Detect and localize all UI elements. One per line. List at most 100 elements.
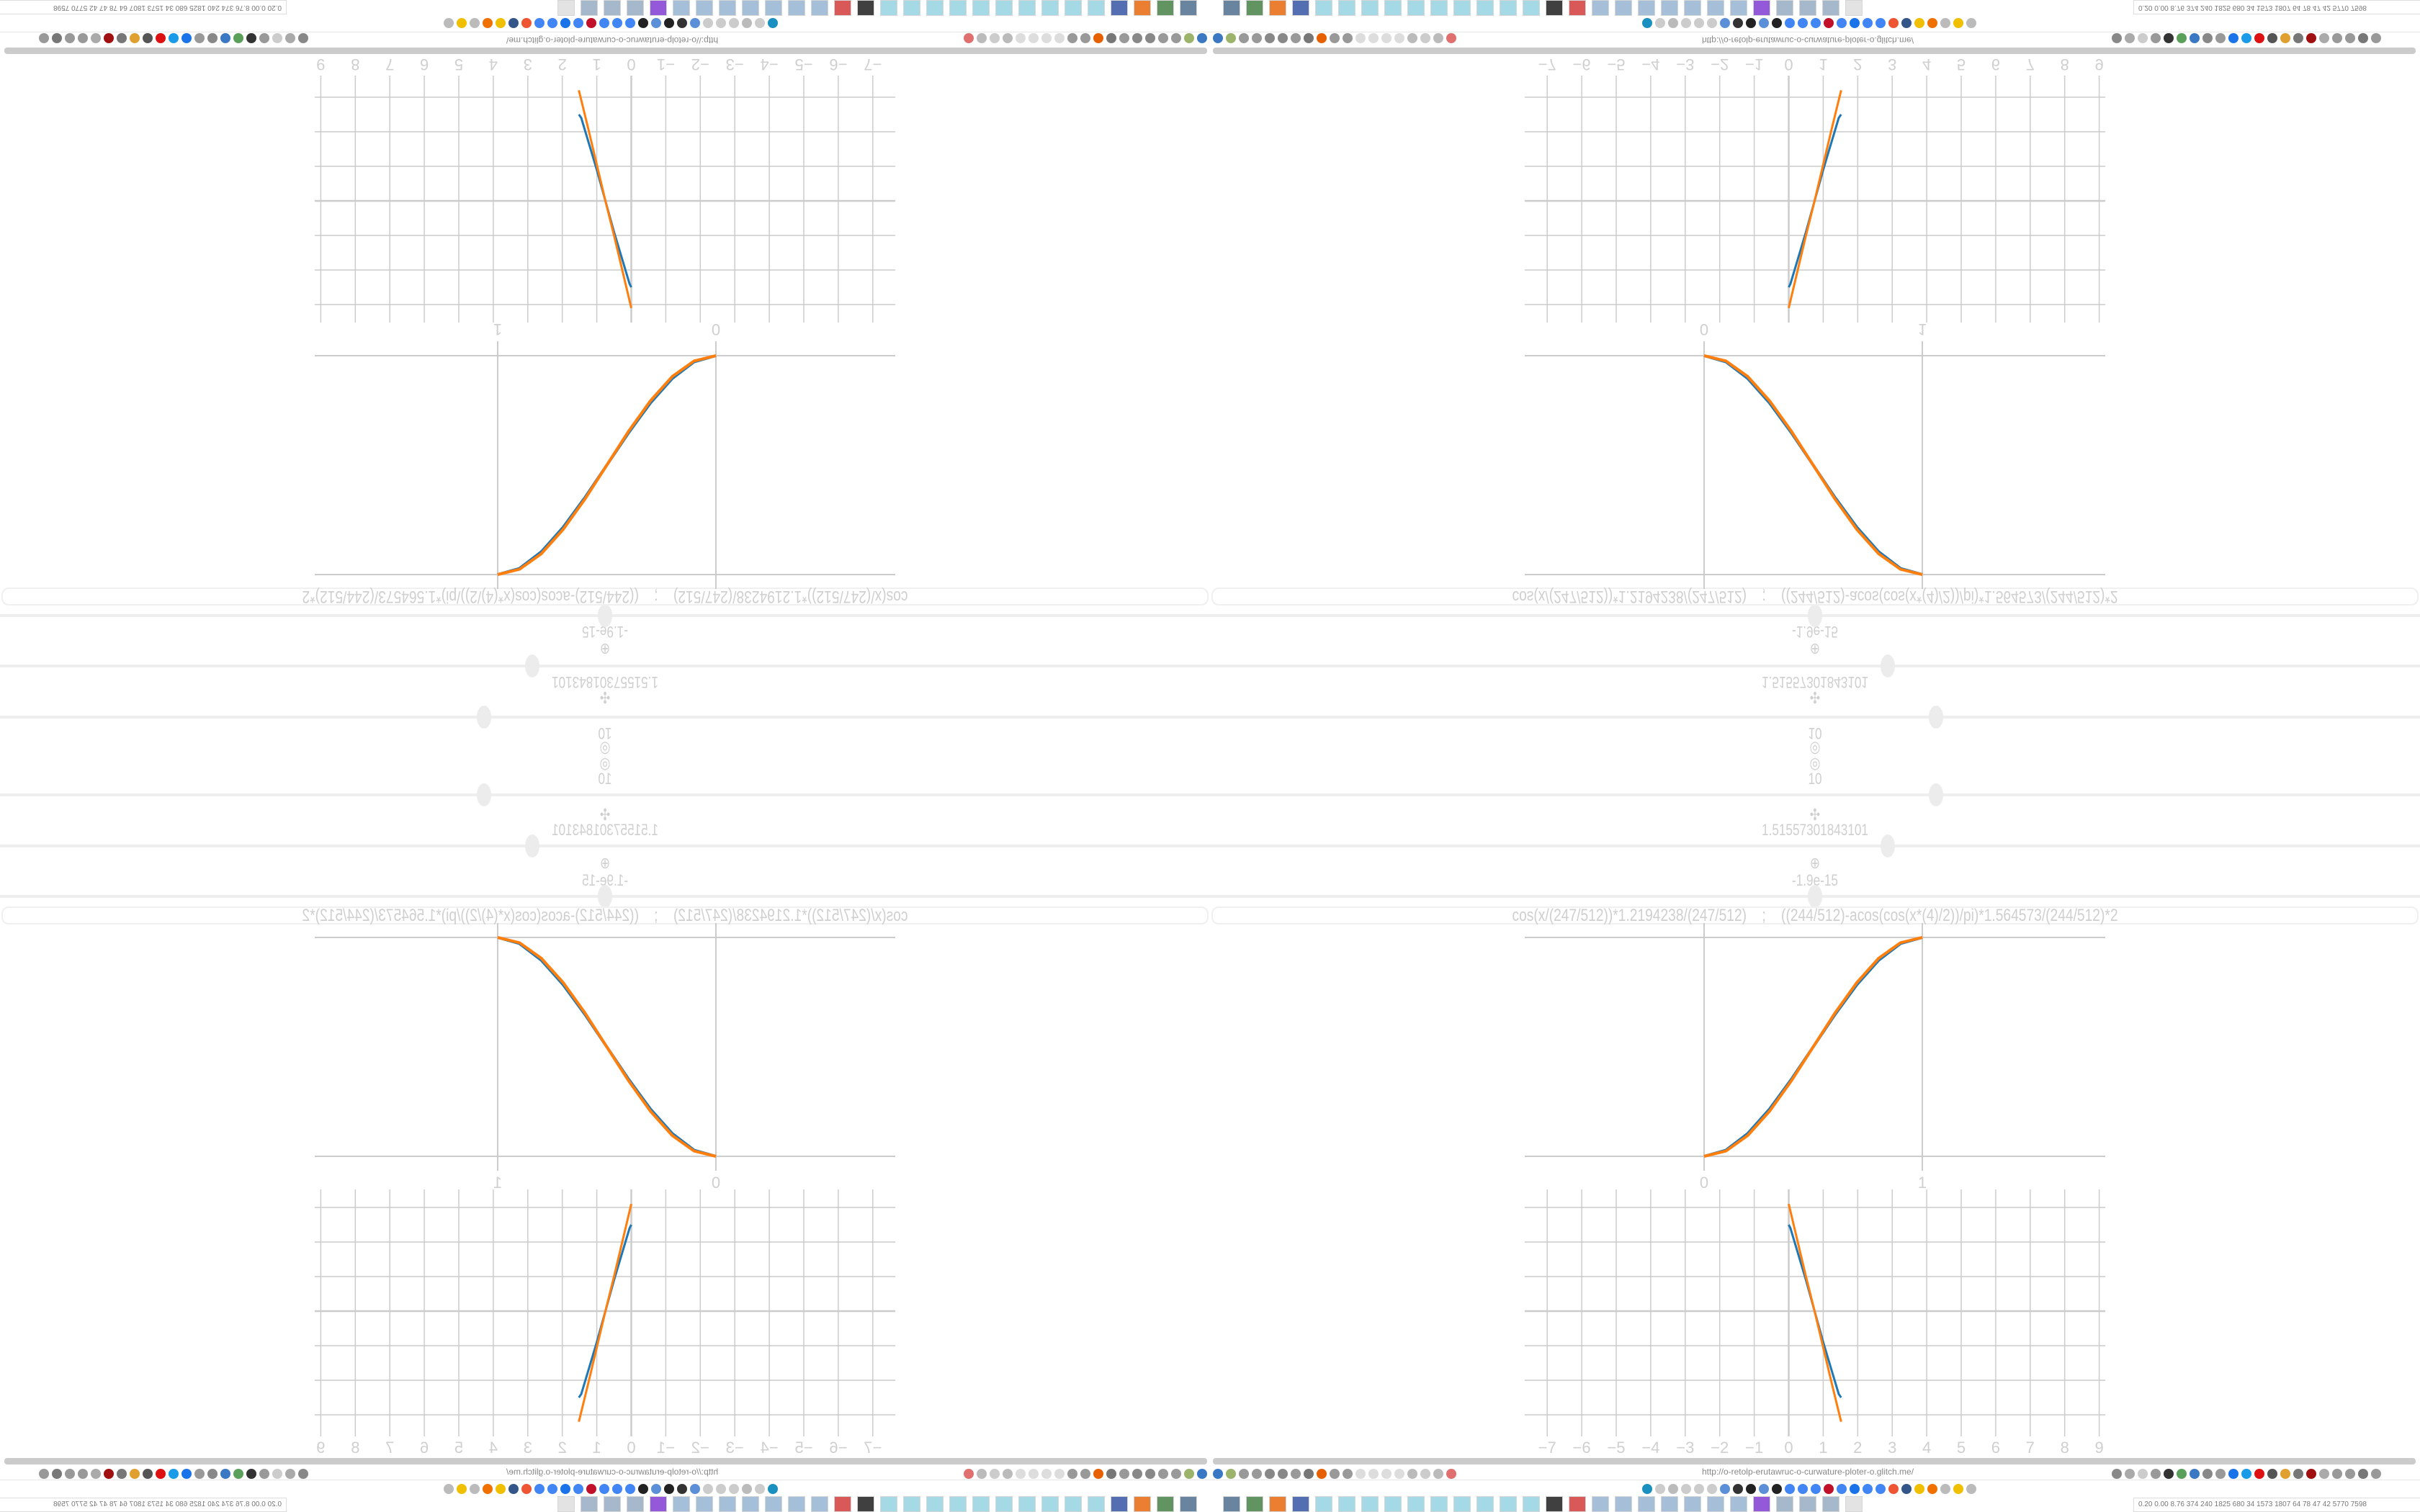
globe-icon[interactable] xyxy=(1119,33,1129,44)
calculator-icon[interactable] xyxy=(788,1496,805,1512)
folder-icon[interactable] xyxy=(1407,1468,1417,1479)
globe-icon[interactable] xyxy=(1171,33,1181,44)
document-icon[interactable] xyxy=(1822,1496,1839,1512)
bookmark-icon[interactable] xyxy=(586,18,596,29)
wrench-icon[interactable] xyxy=(1106,1468,1116,1479)
calculator-icon[interactable] xyxy=(719,1496,736,1512)
document-icon[interactable] xyxy=(1799,0,1816,16)
document-icon[interactable] xyxy=(1799,1496,1816,1512)
bookmark-icon[interactable] xyxy=(1850,18,1860,29)
notepad-icon[interactable] xyxy=(1041,0,1059,16)
extension-icon[interactable] xyxy=(2293,33,2303,44)
grid-icon[interactable] xyxy=(1901,1483,1912,1494)
cc-icon[interactable] xyxy=(1668,18,1678,29)
notepad-icon[interactable] xyxy=(1384,1496,1402,1512)
google-icon[interactable] xyxy=(573,18,583,29)
bookmark-icon[interactable] xyxy=(1642,1483,1652,1494)
calculator-icon[interactable] xyxy=(673,1496,690,1512)
gear-icon[interactable] xyxy=(194,1468,205,1479)
app-icon[interactable] xyxy=(1845,0,1863,16)
record-icon[interactable] xyxy=(2254,1468,2264,1479)
notepad-icon[interactable] xyxy=(1453,1496,1471,1512)
calculator-icon[interactable] xyxy=(1684,1496,1701,1512)
star-icon[interactable] xyxy=(2125,33,2135,44)
hourglass-icon[interactable] xyxy=(1966,18,1976,29)
cc-icon[interactable] xyxy=(1940,18,1950,29)
extension-icon[interactable] xyxy=(104,1468,114,1479)
dot-icon[interactable] xyxy=(1381,33,1392,44)
mute-icon[interactable] xyxy=(1694,1483,1704,1494)
puzzle-icon[interactable] xyxy=(2345,33,2355,44)
notepad-icon[interactable] xyxy=(1384,0,1402,16)
image-icon[interactable] xyxy=(457,18,467,29)
forward-icon[interactable] xyxy=(2138,1468,2148,1479)
app-icon[interactable] xyxy=(1180,1496,1197,1512)
folder-icon[interactable] xyxy=(1003,1468,1013,1479)
google-icon[interactable] xyxy=(547,1483,557,1494)
mute-icon[interactable] xyxy=(703,1483,713,1494)
filter-icon[interactable] xyxy=(1197,1468,1207,1479)
app-icon[interactable] xyxy=(1546,0,1563,16)
document-icon[interactable] xyxy=(581,0,598,16)
blocked-icon[interactable] xyxy=(1446,1468,1456,1479)
bookmark-icon[interactable] xyxy=(1824,1483,1834,1494)
wrench-icon[interactable] xyxy=(1304,33,1314,44)
notepad-icon[interactable] xyxy=(1338,0,1355,16)
dot-icon[interactable] xyxy=(1355,33,1366,44)
bookmark-icon[interactable] xyxy=(560,1483,570,1494)
google-icon[interactable] xyxy=(599,18,609,29)
dot-icon[interactable] xyxy=(1054,1468,1065,1479)
google-icon[interactable] xyxy=(612,18,622,29)
sun-icon[interactable] xyxy=(483,1483,493,1494)
mute-icon[interactable] xyxy=(1681,18,1691,29)
calculator-icon[interactable] xyxy=(1592,1496,1609,1512)
globe-icon[interactable] xyxy=(1720,1483,1730,1494)
folder-icon[interactable] xyxy=(1407,33,1417,44)
globe-icon[interactable] xyxy=(1720,18,1730,29)
extension-icon[interactable] xyxy=(169,33,179,44)
translate-icon[interactable] xyxy=(2112,1468,2122,1479)
google-icon[interactable] xyxy=(1811,18,1821,29)
app-icon[interactable] xyxy=(1753,0,1770,16)
extension-icon[interactable] xyxy=(2190,1468,2200,1479)
notepad-icon[interactable] xyxy=(972,0,990,16)
plus-icon[interactable] xyxy=(2228,1468,2238,1479)
notepad-icon[interactable] xyxy=(1430,0,1448,16)
refresh-icon[interactable] xyxy=(1265,33,1275,44)
extension-icon[interactable] xyxy=(91,1468,101,1479)
wikipedia-icon[interactable] xyxy=(677,18,687,29)
image-icon[interactable] xyxy=(1914,18,1924,29)
top-slider[interactable] xyxy=(1210,783,2420,806)
calculator-icon[interactable] xyxy=(742,0,759,16)
extension-icon[interactable] xyxy=(130,1468,140,1479)
globe-icon[interactable] xyxy=(78,33,88,44)
cc-icon[interactable] xyxy=(470,18,480,29)
mute-icon[interactable] xyxy=(1655,1483,1665,1494)
cc-icon[interactable] xyxy=(742,18,752,29)
globe-icon[interactable] xyxy=(1343,33,1353,44)
app-icon[interactable] xyxy=(857,1496,874,1512)
extension-icon[interactable] xyxy=(130,33,140,44)
filter-icon[interactable] xyxy=(1213,1468,1223,1479)
extension-icon[interactable] xyxy=(2280,1468,2290,1479)
wrench-icon[interactable] xyxy=(52,33,62,44)
document-icon[interactable] xyxy=(604,0,621,16)
calculator-icon[interactable] xyxy=(765,0,782,16)
bookmark-icon[interactable] xyxy=(1850,1483,1860,1494)
extension-icon[interactable] xyxy=(2202,33,2213,44)
firefox-icon[interactable] xyxy=(1317,33,1327,44)
app-icon[interactable] xyxy=(1546,1496,1563,1512)
google-icon[interactable] xyxy=(1876,1483,1886,1494)
extension-icon[interactable] xyxy=(2319,33,2329,44)
dot-icon[interactable] xyxy=(1368,33,1379,44)
gear-icon[interactable] xyxy=(2215,33,2226,44)
notepad-icon[interactable] xyxy=(972,1496,990,1512)
calculator-icon[interactable] xyxy=(788,0,805,16)
app-icon[interactable] xyxy=(857,0,874,16)
notepad-icon[interactable] xyxy=(1018,0,1036,16)
dot-icon[interactable] xyxy=(1041,1468,1052,1479)
record-icon[interactable] xyxy=(156,1468,166,1479)
wrench-icon[interactable] xyxy=(1304,1468,1314,1479)
app-icon[interactable] xyxy=(1180,0,1197,16)
pen-icon[interactable] xyxy=(233,33,243,44)
